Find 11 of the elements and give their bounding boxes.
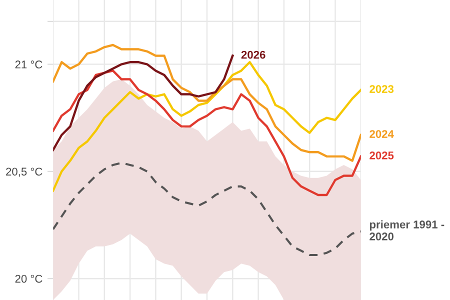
series-label: 2026 bbox=[241, 50, 266, 59]
series-label: 2023 bbox=[370, 85, 394, 93]
line-series bbox=[53, 54, 234, 152]
y-tick-label: 21 °C bbox=[15, 60, 42, 68]
y-tick-label: 20,5 °C bbox=[6, 168, 42, 177]
line-series bbox=[53, 162, 361, 256]
y-tick-label: 20 °C bbox=[15, 274, 42, 283]
series-label: 2025 bbox=[370, 152, 394, 160]
series-label: 2024 bbox=[370, 130, 394, 138]
series-label: priemer 1991 - 2020 bbox=[370, 220, 444, 240]
line-series bbox=[53, 44, 361, 162]
